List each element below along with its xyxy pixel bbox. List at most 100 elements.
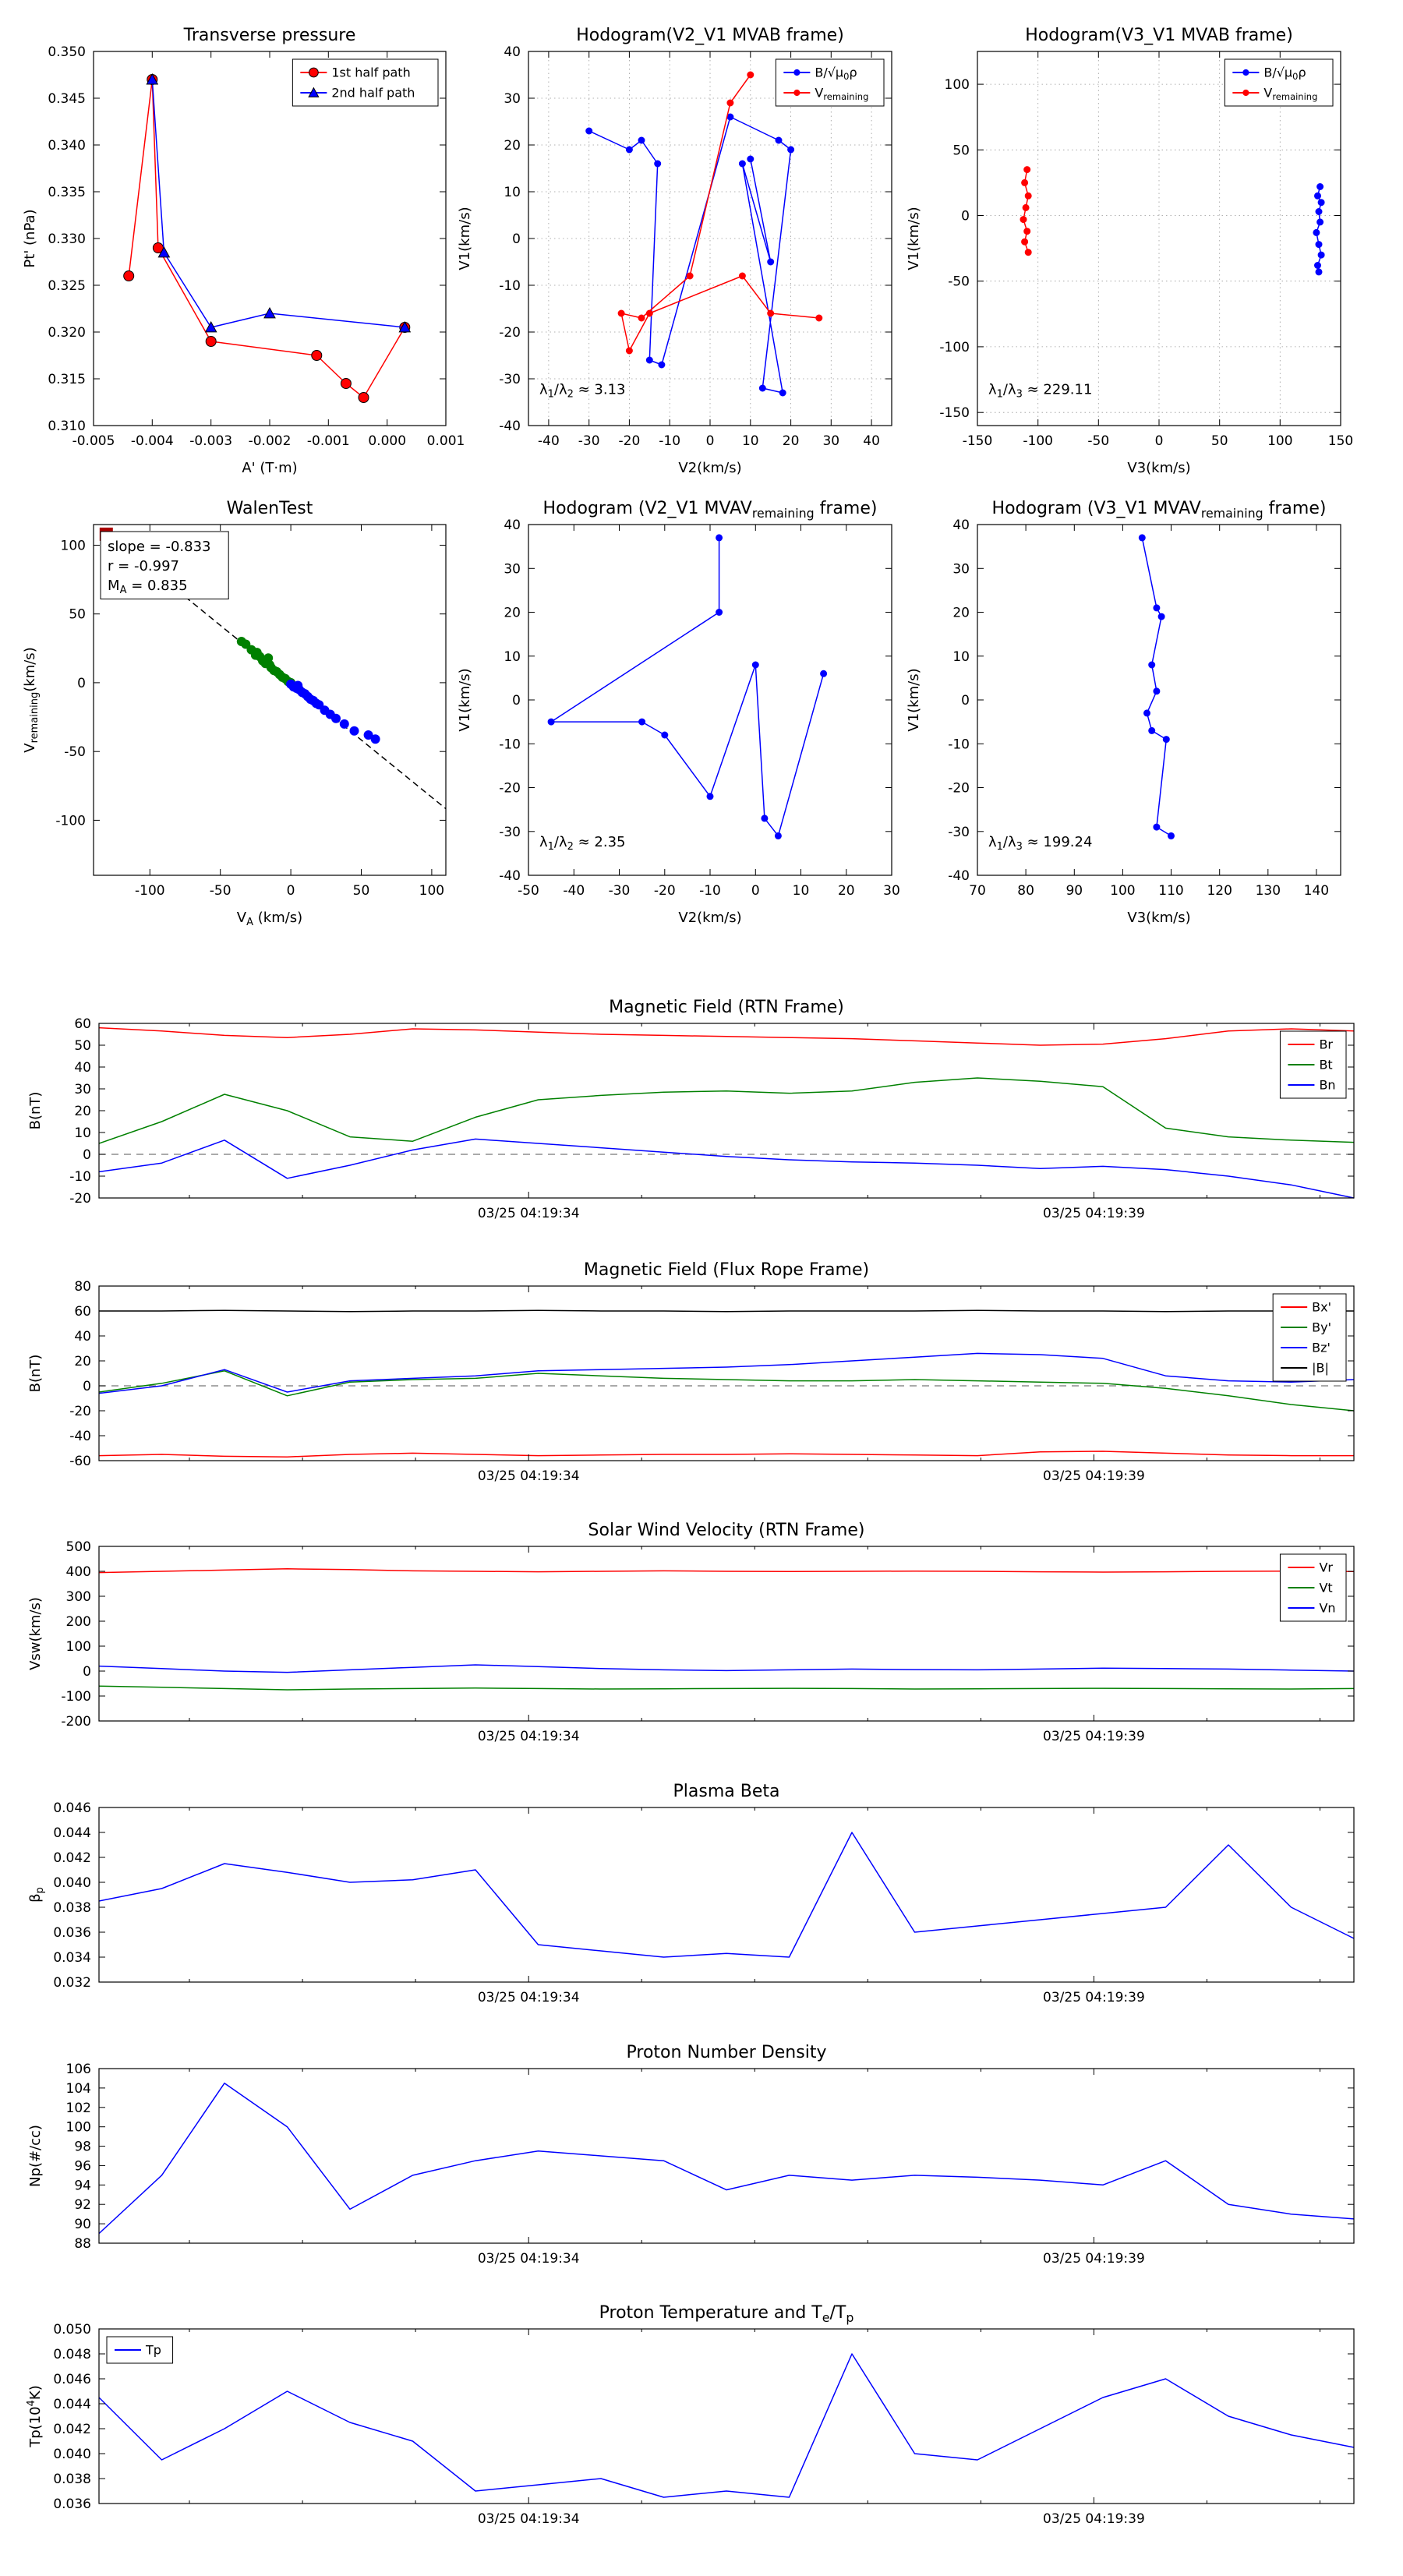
y-tick-label: -20: [948, 781, 970, 797]
y-tick-label: 0.345: [48, 91, 86, 107]
y-tick-label: 0.325: [48, 278, 86, 294]
y-tick-label: 40: [504, 518, 521, 533]
y-tick-label: 60: [74, 1304, 91, 1320]
axes-frame: [93, 524, 447, 876]
y-tick-label: 100: [945, 77, 970, 93]
chart-title: Solar Wind Velocity (RTN Frame): [588, 1521, 865, 1540]
y-tick-label: 0.320: [48, 325, 86, 341]
x-tick-label: 30: [822, 433, 839, 449]
chart-title: Magnetic Field (RTN Frame): [609, 998, 844, 1017]
series-np: [98, 2082, 1355, 2235]
x-tick-label: 110: [1158, 883, 1183, 899]
legend: Bx' By' Bz' |B|: [1272, 1293, 1347, 1382]
legend-label: Vr: [1319, 1560, 1333, 1575]
y-tick-label: 0.038: [53, 2472, 91, 2487]
x-tick-label: 03/25 04:19:34: [478, 1729, 580, 1744]
y-tick-label: 0: [83, 1664, 91, 1680]
series-b-normalized: [1138, 534, 1175, 839]
chart-title: Magnetic Field (Flux Rope Frame): [584, 1260, 869, 1280]
x-tick-label: 03/25 04:19:34: [478, 1468, 580, 1484]
y-tick-label: -30: [499, 825, 521, 840]
chart-title: Hodogram(V3_V1 MVAB frame): [1025, 26, 1293, 45]
annotation: λ1/λ2 ≈ 3.13: [539, 382, 626, 401]
y-tick-label: 92: [74, 2197, 91, 2213]
x-tick-label: 0.001: [427, 433, 465, 449]
x-tick-label: 0: [706, 433, 715, 449]
y-tick-label: 0.040: [53, 1875, 91, 1891]
y-axis-label: V1(km/s): [906, 668, 922, 731]
y-tick-label: 0: [961, 209, 970, 224]
y-axis-label: βp: [27, 1887, 46, 1903]
y-tick-label: 100: [61, 539, 86, 554]
y-tick-label: 30: [504, 91, 521, 107]
y-tick-label: -10: [948, 737, 970, 752]
x-tick-label: -0.005: [72, 433, 115, 449]
svg-text:r = -0.997: r = -0.997: [108, 558, 179, 574]
plot-area: [98, 1832, 1355, 1958]
chart-title: Proton Number Density: [627, 2043, 827, 2062]
y-tick-label: 20: [952, 606, 970, 621]
x-tick-label: 100: [419, 883, 444, 899]
chart-hodogram-v3v1-mvav: 70 80 90 100 110 120 130 140 -40 -30 -20 -10 0 10 20 30…: [906, 499, 1341, 926]
y-tick-label: -30: [948, 825, 970, 840]
svg-text:λ1/λ2 ≈ 2.35: λ1/λ2 ≈ 2.35: [539, 834, 626, 853]
series-tp: [98, 2353, 1355, 2498]
legend-label: 2nd half path: [331, 86, 415, 101]
chart-title: Transverse pressure: [183, 26, 356, 45]
chart-vsw-rtn: 03/25 04:19:34 03/25 04:19:39 -200 -100 0 100…: [27, 1521, 1355, 1744]
x-tick-label: 03/25 04:19:39: [1043, 2251, 1145, 2267]
y-axis-label: Tp(104K): [26, 2385, 44, 2447]
legend-label: Vn: [1319, 1601, 1335, 1616]
y-tick-label: 50: [952, 143, 970, 158]
x-tick-label: 30: [883, 883, 900, 899]
x-tick-label: 100: [1267, 433, 1292, 449]
legend-label: B/√μ0ρ: [815, 65, 857, 83]
x-tick-label: -20: [654, 883, 676, 899]
x-tick-label: -50: [210, 883, 231, 899]
x-tick-label: -10: [699, 883, 721, 899]
y-tick-label: -10: [69, 1169, 91, 1185]
y-tick-label: 100: [66, 2120, 91, 2136]
chart-bfield-fluxrope: 03/25 04:19:34 03/25 04:19:39 -60 -40 -20 0 20…: [27, 1260, 1355, 1484]
axis-ticks: -40 -30 -20 -10 0 10 20 30 40 -40 -30 -20 -10 0 10 20 30…: [499, 44, 892, 449]
y-tick-label: -20: [499, 781, 521, 797]
legend-label: 1st half path: [331, 65, 410, 80]
svg-text:λ1/λ3 ≈ 229.11: λ1/λ3 ≈ 229.11: [988, 382, 1092, 401]
y-tick-label: 200: [66, 1614, 91, 1630]
chart-transverse-pressure: -0.005 -0.004 -0.003 -0.002 -0.001 0.000 0.001…: [22, 26, 465, 476]
legend: 1st half path 2nd half path: [292, 58, 439, 107]
x-axis-label: V3(km/s): [1127, 460, 1190, 476]
chart-hodogram-v2v1-mvav: -50 -40 -30 -20 -10 0 10 20 30-40-30-20-10010203…: [457, 499, 900, 926]
series-first-half-points: [236, 637, 296, 687]
y-tick-label: 88: [74, 2236, 91, 2252]
series-by-prime: [98, 1370, 1355, 1412]
svg-text:slope = -0.833: slope = -0.833: [108, 539, 210, 555]
y-tick-label: 106: [66, 2062, 91, 2077]
x-tick-label: -10: [659, 433, 680, 449]
y-tick-label: 20: [504, 138, 521, 154]
x-tick-label: -100: [135, 883, 165, 899]
x-tick-label: -20: [619, 433, 641, 449]
y-tick-label: 0.048: [53, 2347, 91, 2362]
y-tick-label: 30: [504, 561, 521, 577]
legend-label: By': [1312, 1320, 1331, 1335]
chart-title: Hodogram(V2_V1 MVAB frame): [576, 26, 844, 45]
chart-bfield-rtn: 03/25 04:19:34 03/25 04:19:39 -20 -10 0 10 20 3…: [27, 998, 1355, 1221]
y-tick-label: 400: [66, 1564, 91, 1580]
annotation: λ1/λ3 ≈ 199.24: [988, 834, 1092, 853]
legend-label: B/√μ0ρ: [1263, 65, 1306, 83]
axis-ticks: -0.005 -0.004 -0.003 -0.002 -0.001 0.000 0.001…: [48, 44, 465, 449]
y-tick-label: 20: [74, 1104, 91, 1119]
y-tick-label: -10: [499, 737, 521, 752]
x-tick-label: 03/25 04:19:39: [1043, 1729, 1145, 1744]
svg-text:MA = 0.835: MA = 0.835: [108, 578, 188, 596]
series-br: [98, 1027, 1355, 1046]
y-tick-label: 0.040: [53, 2447, 91, 2462]
y-axis-label: Vsw(km/s): [27, 1597, 44, 1670]
series-b-mag: [99, 1309, 1354, 1313]
plot-area: [1020, 166, 1325, 276]
y-tick-label: 300: [66, 1589, 91, 1605]
plot-area: [123, 72, 412, 403]
legend-label: Vremaining: [1263, 86, 1317, 103]
